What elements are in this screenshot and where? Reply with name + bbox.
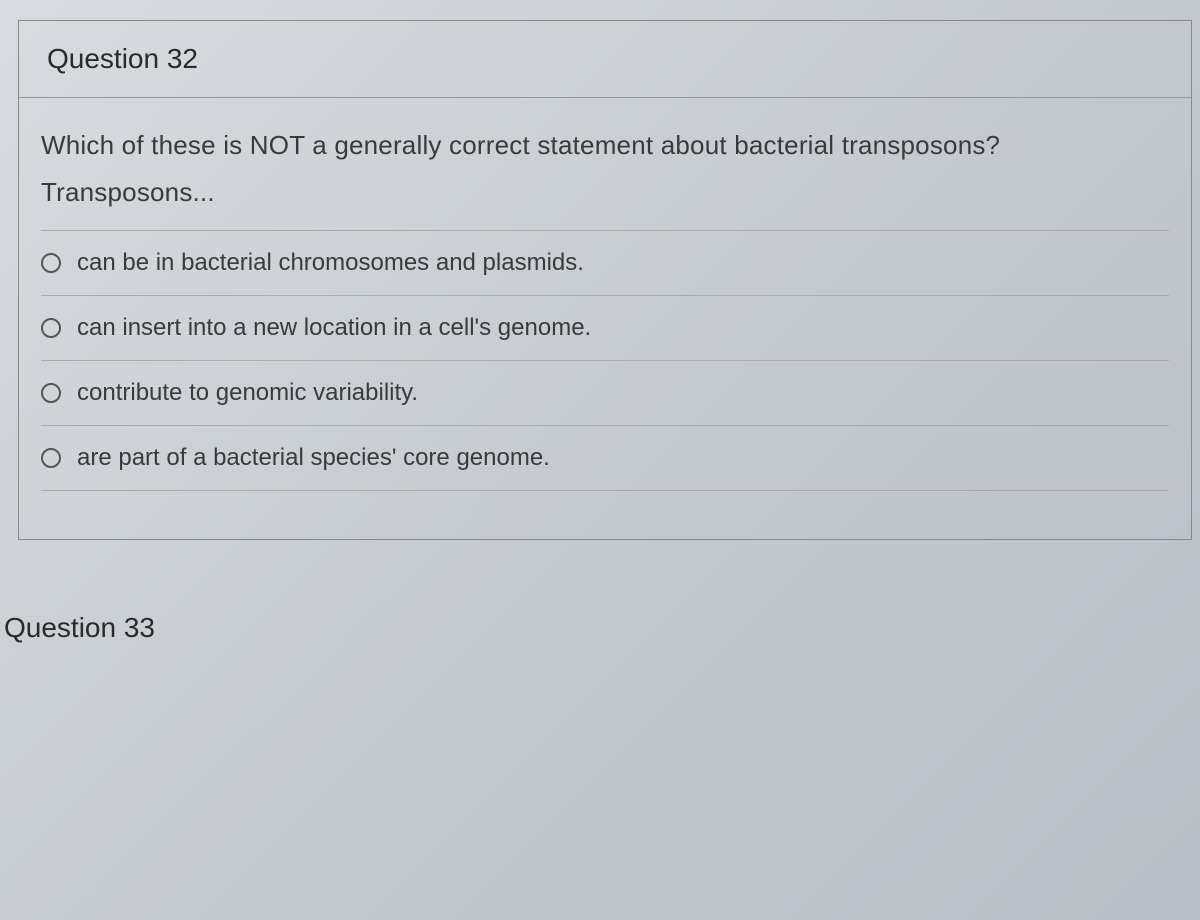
question-header: Question 32: [19, 21, 1191, 98]
question-prompt-line-2: Transposons...: [41, 173, 1169, 212]
question-title: Question 33: [4, 612, 1192, 644]
radio-icon[interactable]: [41, 448, 61, 468]
question-card-33: Question 33: [4, 600, 1192, 644]
option-row-3[interactable]: contribute to genomic variability.: [41, 360, 1169, 425]
option-label: can insert into a new location in a cell…: [77, 314, 591, 342]
question-prompt-line-1: Which of these is NOT a generally correc…: [41, 126, 1169, 165]
option-row-4[interactable]: are part of a bacterial species' core ge…: [41, 425, 1169, 491]
option-label: can be in bacterial chromosomes and plas…: [77, 249, 584, 277]
radio-icon[interactable]: [41, 318, 61, 338]
quiz-container: Question 32 Which of these is NOT a gene…: [0, 20, 1200, 644]
option-row-1[interactable]: can be in bacterial chromosomes and plas…: [41, 230, 1169, 295]
question-title: Question 32: [47, 43, 1163, 75]
option-label: are part of a bacterial species' core ge…: [77, 444, 550, 472]
options-list: can be in bacterial chromosomes and plas…: [41, 230, 1169, 491]
question-body: Which of these is NOT a generally correc…: [19, 98, 1191, 539]
option-row-2[interactable]: can insert into a new location in a cell…: [41, 295, 1169, 360]
radio-icon[interactable]: [41, 383, 61, 403]
radio-icon[interactable]: [41, 253, 61, 273]
option-label: contribute to genomic variability.: [77, 379, 418, 407]
question-card-32: Question 32 Which of these is NOT a gene…: [18, 20, 1192, 540]
